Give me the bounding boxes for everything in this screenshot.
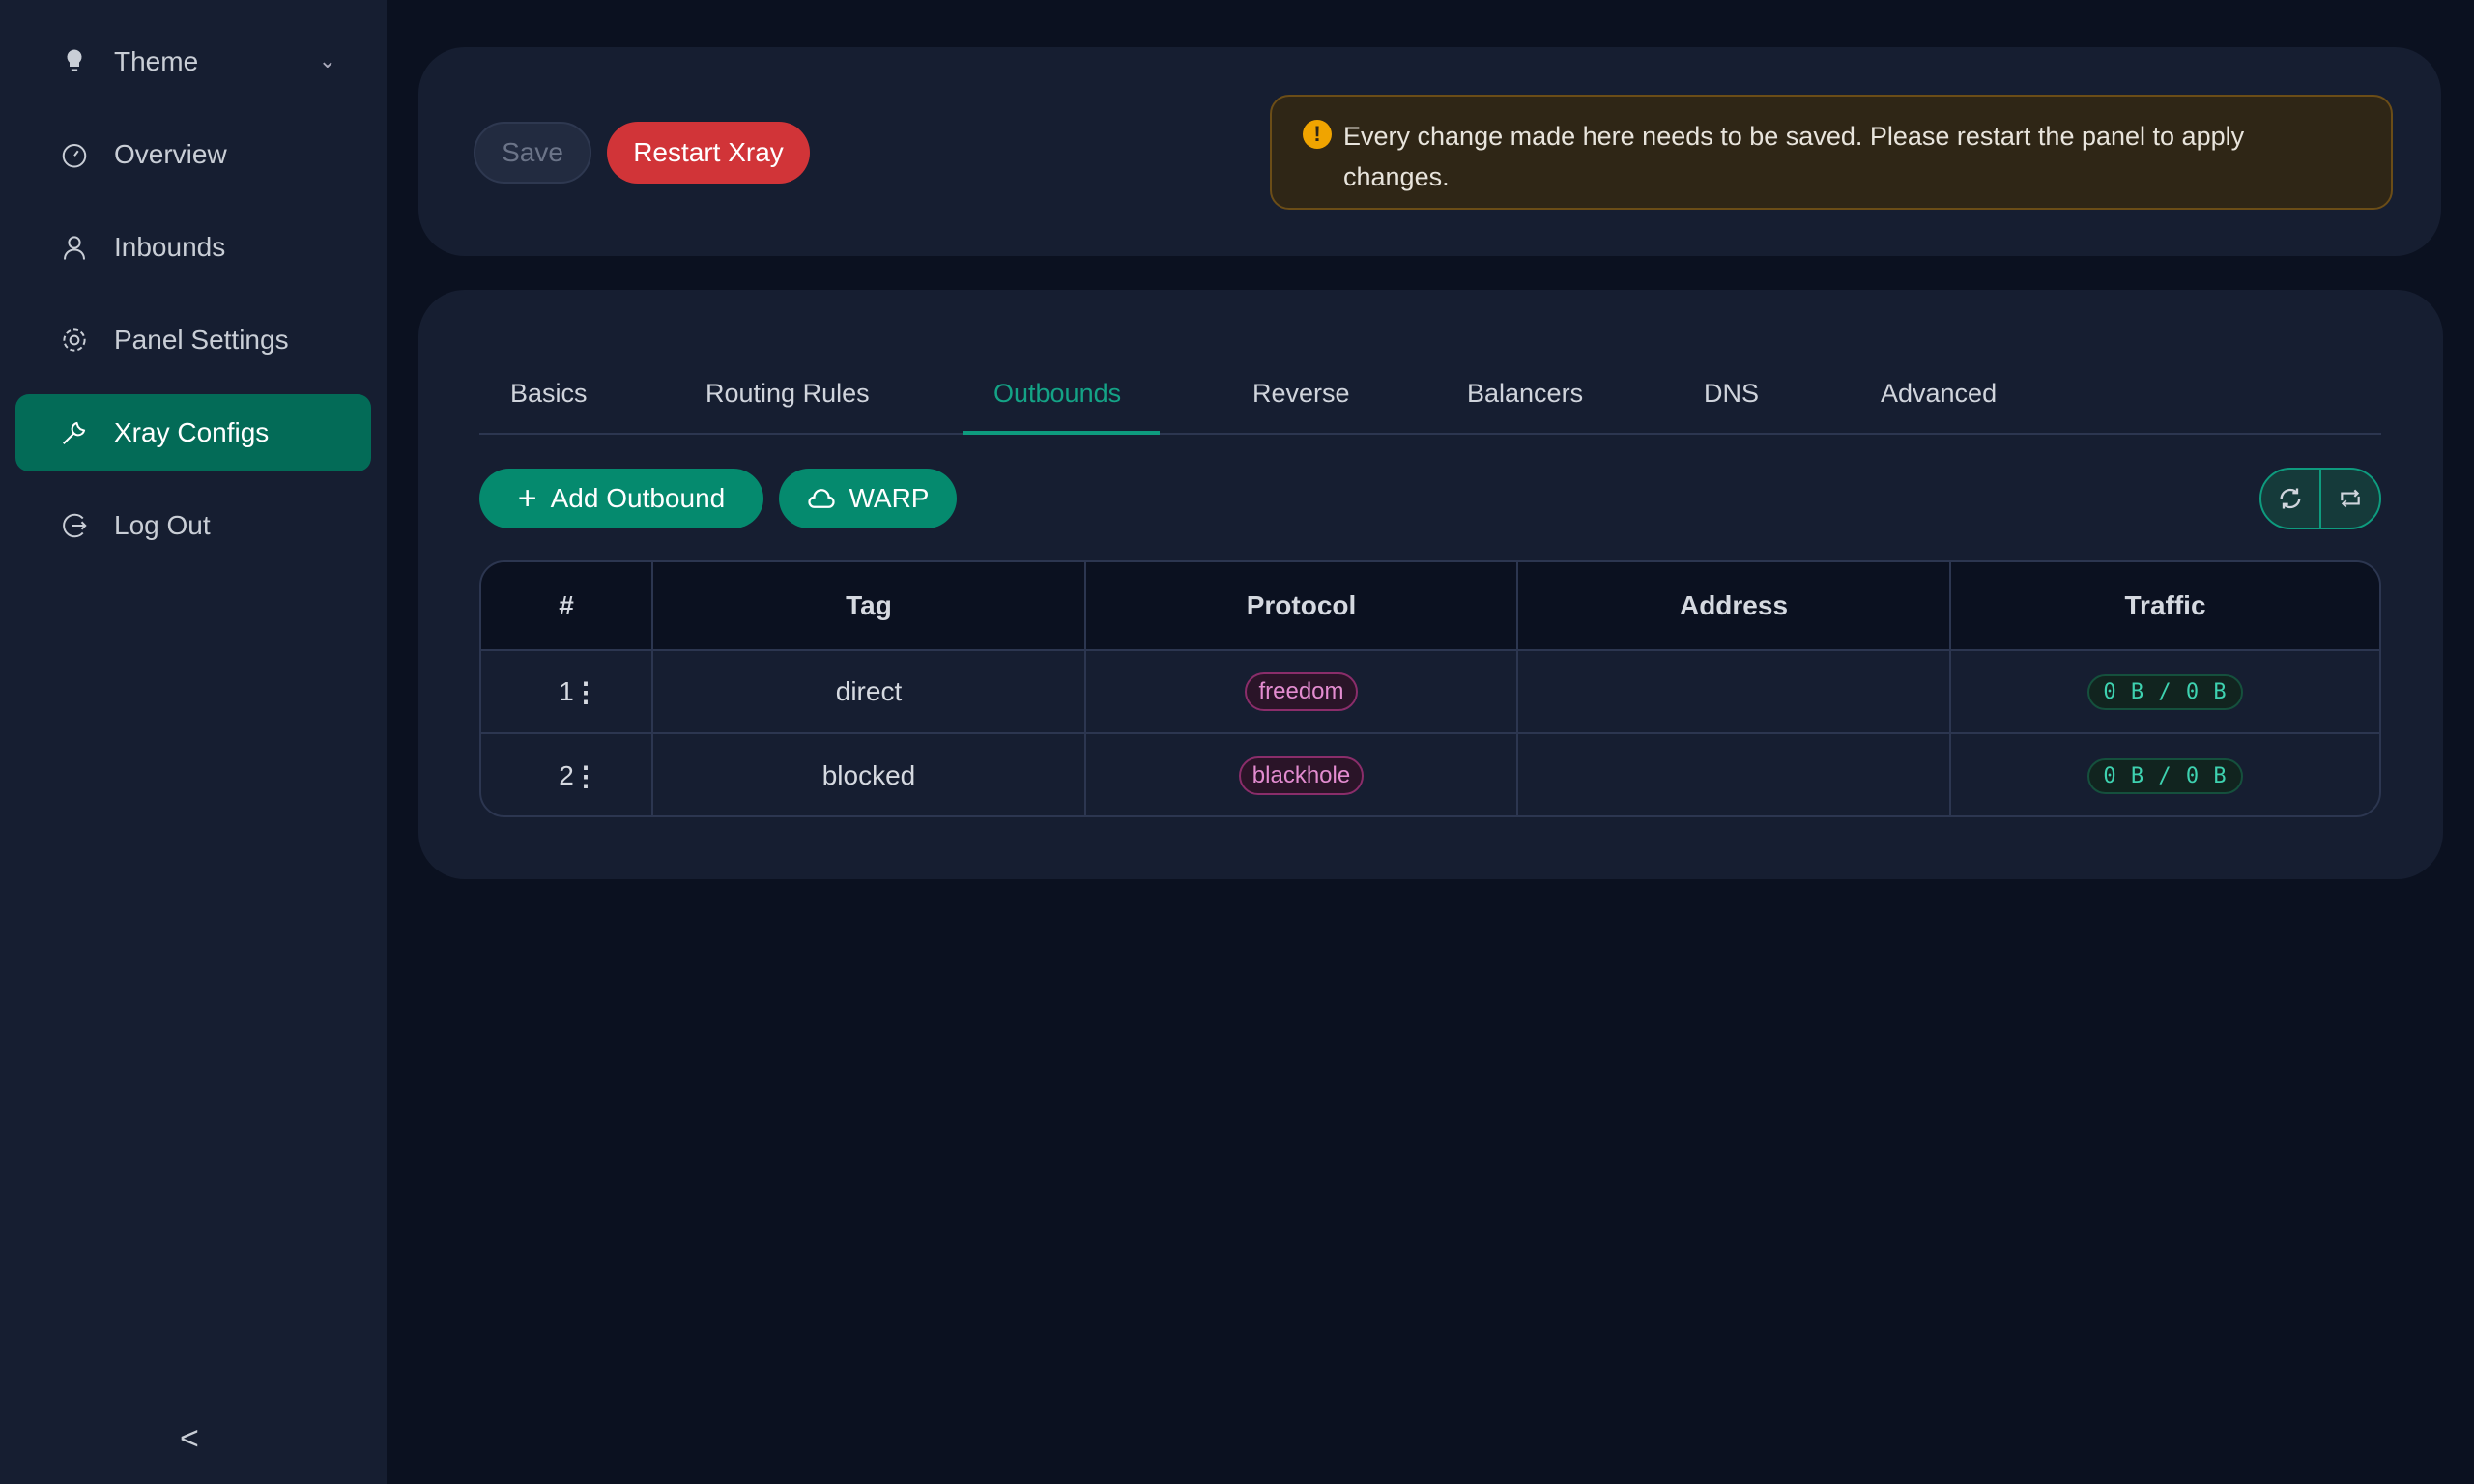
tag-cell: direct bbox=[653, 651, 1086, 732]
sidebar-item-label: Panel Settings bbox=[114, 325, 289, 355]
column-header: Tag bbox=[653, 562, 1086, 649]
protocol-cell: freedom bbox=[1086, 651, 1518, 732]
sidebar-item-theme[interactable]: Theme ⌄ bbox=[15, 23, 371, 100]
chevron-down-icon: ⌄ bbox=[318, 48, 336, 72]
refresh-button[interactable] bbox=[2261, 470, 2321, 528]
tab-bar: Basics Routing Rules Outbounds Reverse B… bbox=[479, 367, 2381, 435]
protocol-cell: blackhole bbox=[1086, 734, 1518, 815]
add-outbound-button[interactable]: + Add Outbound bbox=[479, 469, 763, 528]
tab-routing-rules[interactable]: Routing Rules bbox=[705, 379, 870, 408]
traffic-badge: 0 B / 0 B bbox=[2087, 757, 2243, 794]
warning-alert: ! Every change made here needs to be sav… bbox=[1270, 95, 2393, 210]
warning-icon: ! bbox=[1303, 120, 1332, 149]
sidebar-item-label: Overview bbox=[114, 139, 227, 169]
warp-button[interactable]: WARP bbox=[779, 469, 957, 528]
sidebar-item-overview[interactable]: Overview bbox=[15, 116, 371, 193]
sidebar-item-label: Theme bbox=[114, 46, 199, 76]
more-actions-icon[interactable]: ⋮ bbox=[572, 676, 599, 707]
tag-cell: blocked bbox=[653, 734, 1086, 815]
row-number: 2 bbox=[559, 760, 574, 790]
outbounds-table: # Tag Protocol Address Traffic 1 ⋮ direct… bbox=[479, 560, 2381, 817]
retweet-icon bbox=[2341, 489, 2360, 508]
restart-xray-button[interactable]: Restart Xray bbox=[607, 122, 810, 184]
dashboard-icon bbox=[62, 144, 87, 168]
active-tab-indicator bbox=[963, 431, 1160, 435]
cloud-icon bbox=[807, 489, 835, 508]
sidebar-item-label: Log Out bbox=[114, 510, 211, 540]
column-header: Protocol bbox=[1086, 562, 1518, 649]
table-actions-group bbox=[2259, 468, 2381, 529]
address-cell bbox=[1518, 734, 1951, 815]
tab-advanced[interactable]: Advanced bbox=[1881, 379, 1998, 408]
reset-traffic-button[interactable] bbox=[2321, 470, 2379, 528]
table-row: 2 ⋮ blocked blackhole 0 B / 0 B bbox=[481, 734, 2379, 815]
sidebar-item-log-out[interactable]: Log Out bbox=[15, 487, 371, 564]
sidebar-item-label: Inbounds bbox=[114, 232, 226, 262]
protocol-badge: blackhole bbox=[1238, 756, 1365, 795]
warp-label: WARP bbox=[849, 483, 930, 513]
tab-balancers[interactable]: Balancers bbox=[1467, 379, 1584, 408]
gear-icon bbox=[63, 328, 86, 352]
sidebar-item-inbounds[interactable]: Inbounds bbox=[15, 209, 371, 286]
row-number-cell: 2 ⋮ bbox=[481, 734, 653, 815]
row-number: 1 bbox=[559, 676, 574, 706]
row-number-cell: 1 ⋮ bbox=[481, 651, 653, 732]
protocol-badge: freedom bbox=[1245, 672, 1358, 711]
traffic-badge: 0 B / 0 B bbox=[2087, 673, 2243, 710]
tab-dns[interactable]: DNS bbox=[1704, 379, 1760, 408]
refresh-icon bbox=[2280, 488, 2301, 509]
traffic-cell: 0 B / 0 B bbox=[1951, 734, 2379, 815]
plus-icon: + bbox=[517, 479, 537, 517]
tab-reverse[interactable]: Reverse bbox=[1252, 379, 1350, 408]
alert-text: Every change made here needs to be saved… bbox=[1343, 122, 2245, 191]
tab-outbounds[interactable]: Outbounds bbox=[993, 379, 1122, 408]
tab-basics[interactable]: Basics bbox=[510, 379, 588, 408]
traffic-cell: 0 B / 0 B bbox=[1951, 651, 2379, 732]
bulb-icon bbox=[67, 49, 82, 71]
table-row: 1 ⋮ direct freedom 0 B / 0 B bbox=[481, 651, 2379, 734]
sidebar-item-xray-configs[interactable]: Xray Configs bbox=[15, 394, 371, 471]
column-header: Address bbox=[1518, 562, 1951, 649]
column-header: # bbox=[481, 562, 653, 649]
tool-icon bbox=[63, 421, 86, 444]
address-cell bbox=[1518, 651, 1951, 732]
logout-icon bbox=[63, 513, 87, 538]
save-button[interactable]: Save bbox=[474, 122, 591, 184]
sidebar-item-label: Xray Configs bbox=[114, 417, 270, 447]
table-header: # Tag Protocol Address Traffic bbox=[481, 562, 2379, 651]
sidebar-item-panel-settings[interactable]: Panel Settings bbox=[15, 301, 371, 379]
user-icon bbox=[64, 236, 85, 260]
sidebar: Theme ⌄ Overview Inbounds Panel Settings… bbox=[0, 0, 387, 1484]
add-outbound-label: Add Outbound bbox=[550, 483, 726, 513]
more-actions-icon[interactable]: ⋮ bbox=[572, 760, 599, 791]
collapse-sidebar-button[interactable]: < bbox=[180, 1420, 199, 1457]
column-header: Traffic bbox=[2124, 590, 2206, 620]
